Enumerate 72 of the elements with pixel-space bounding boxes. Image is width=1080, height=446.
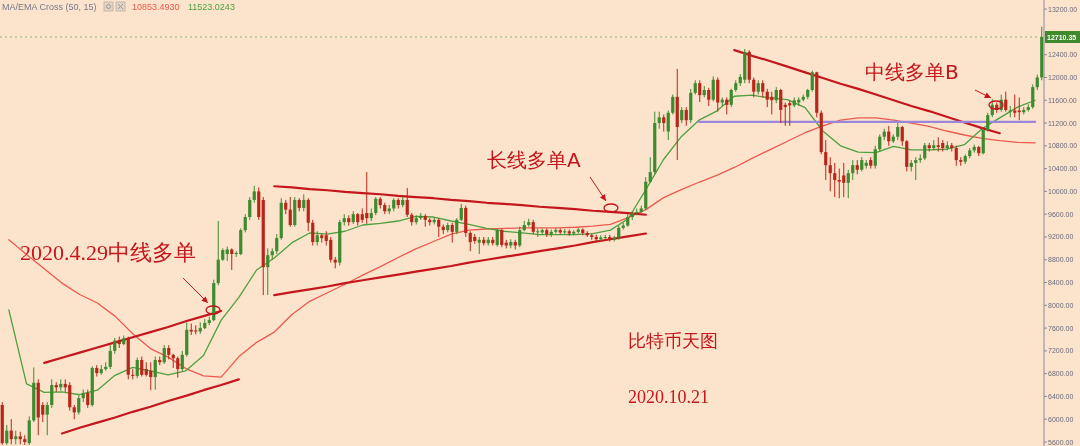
annotation: 长线多单A bbox=[487, 148, 581, 172]
annotation: 2020.4.29中线多单 bbox=[20, 240, 196, 265]
candlestick bbox=[405, 187, 409, 218]
candlestick bbox=[45, 401, 49, 436]
candlestick bbox=[810, 70, 814, 93]
candlestick bbox=[671, 94, 675, 115]
candlestick bbox=[243, 213, 247, 233]
candlestick bbox=[707, 87, 711, 107]
candlestick bbox=[450, 222, 454, 244]
candlestick bbox=[716, 76, 720, 113]
annotation: 中线多单B bbox=[865, 60, 959, 84]
candlestick bbox=[216, 220, 220, 286]
candlestick bbox=[936, 136, 940, 153]
candlestick bbox=[149, 361, 153, 391]
candlestick bbox=[68, 381, 72, 412]
candlestick bbox=[153, 356, 157, 391]
annotation: 2020.10.21 bbox=[628, 387, 709, 407]
candlestick bbox=[180, 350, 184, 372]
candlestick bbox=[1004, 91, 1008, 113]
candlestick bbox=[954, 145, 958, 167]
candlestick bbox=[239, 227, 243, 256]
candlestick bbox=[275, 233, 279, 255]
candlestick bbox=[288, 196, 292, 228]
candlestick bbox=[828, 156, 832, 192]
candlestick bbox=[162, 344, 166, 365]
candlestick bbox=[873, 145, 877, 170]
candlestick bbox=[135, 357, 139, 379]
candlestick bbox=[752, 76, 756, 98]
candlestick bbox=[230, 247, 234, 271]
candlestick bbox=[495, 227, 499, 248]
candlestick bbox=[266, 247, 270, 296]
candlestick bbox=[824, 139, 828, 181]
candlestick bbox=[729, 88, 733, 108]
candlestick bbox=[900, 125, 904, 147]
candlestick bbox=[765, 88, 769, 108]
annotation: 比特币天图 bbox=[628, 331, 718, 351]
text: 10853.4930 bbox=[132, 2, 180, 12]
candlestick bbox=[86, 389, 90, 409]
candlestick bbox=[842, 162, 846, 198]
candlestick bbox=[108, 344, 112, 370]
candlestick bbox=[711, 75, 715, 102]
candlestick bbox=[140, 356, 144, 378]
candlestick bbox=[779, 88, 783, 124]
candlestick bbox=[914, 156, 918, 181]
candlestick bbox=[329, 236, 333, 264]
candlestick bbox=[698, 79, 702, 103]
candlestick bbox=[846, 169, 850, 199]
candlestick bbox=[27, 415, 31, 446]
chart-title: MA/EMA Cross (50, 15) bbox=[2, 2, 97, 12]
candlestick bbox=[365, 171, 369, 225]
candlestick bbox=[851, 159, 855, 181]
candlestick bbox=[981, 128, 985, 155]
candlestick bbox=[1031, 83, 1035, 110]
candlestick bbox=[986, 112, 990, 133]
candlestick bbox=[468, 230, 472, 252]
candlestick bbox=[5, 424, 9, 446]
candlestick bbox=[684, 106, 688, 127]
candlestick bbox=[176, 356, 180, 379]
candlestick bbox=[437, 217, 441, 238]
candlestick bbox=[374, 196, 378, 216]
candlestick bbox=[311, 219, 315, 246]
candlestick bbox=[666, 110, 670, 141]
candlestick bbox=[837, 168, 841, 199]
candlestick bbox=[306, 197, 310, 232]
candlestick bbox=[833, 162, 837, 198]
candlestick bbox=[500, 227, 504, 248]
candlestick bbox=[50, 378, 54, 409]
candlestick bbox=[518, 226, 522, 248]
candlestick bbox=[77, 394, 81, 416]
text: 11523.0243 bbox=[188, 2, 235, 12]
candlestick bbox=[648, 156, 652, 184]
candlestick bbox=[248, 196, 252, 221]
